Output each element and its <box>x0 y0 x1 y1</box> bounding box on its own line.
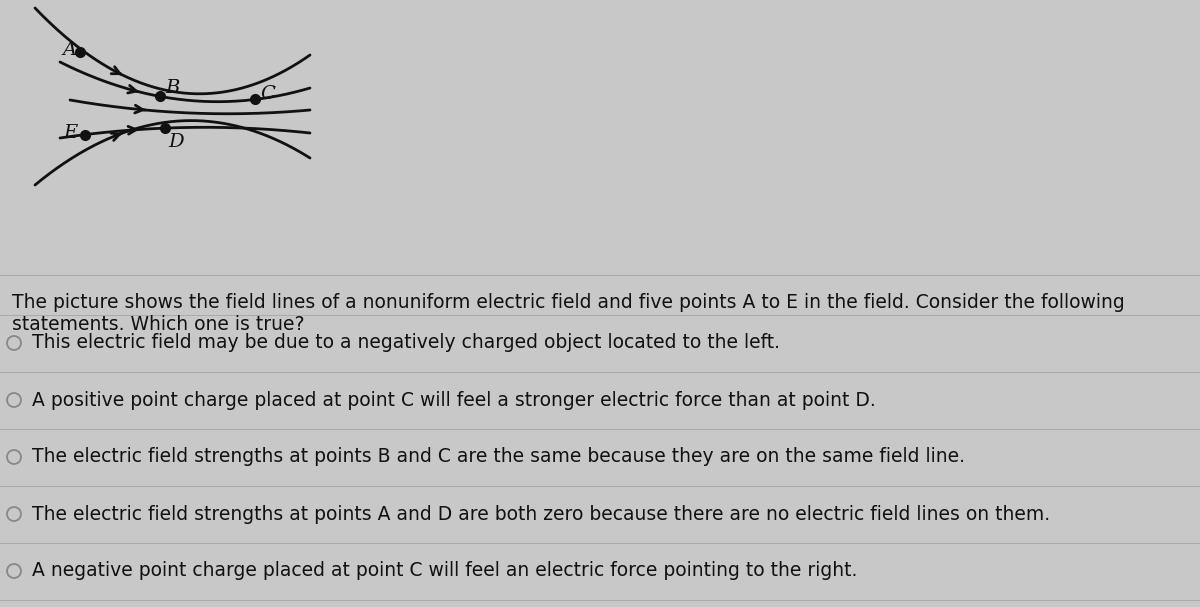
Text: B: B <box>166 80 179 97</box>
Text: D: D <box>168 133 184 151</box>
Text: C: C <box>260 86 275 103</box>
Text: A positive point charge placed at point C will feel a stronger electric force th: A positive point charge placed at point … <box>32 390 876 410</box>
Text: E: E <box>64 124 77 141</box>
Text: The electric field strengths at points B and C are the same because they are on : The electric field strengths at points B… <box>32 447 965 467</box>
Text: The picture shows the field lines of a nonuniform electric field and five points: The picture shows the field lines of a n… <box>12 293 1124 312</box>
Text: The electric field strengths at points A and D are both zero because there are n: The electric field strengths at points A… <box>32 504 1050 523</box>
Text: statements. Which one is true?: statements. Which one is true? <box>12 315 305 334</box>
Text: A negative point charge placed at point C will feel an electric force pointing t: A negative point charge placed at point … <box>32 561 857 580</box>
Text: This electric field may be due to a negatively charged object located to the lef: This electric field may be due to a nega… <box>32 333 780 353</box>
Text: A: A <box>62 41 76 59</box>
